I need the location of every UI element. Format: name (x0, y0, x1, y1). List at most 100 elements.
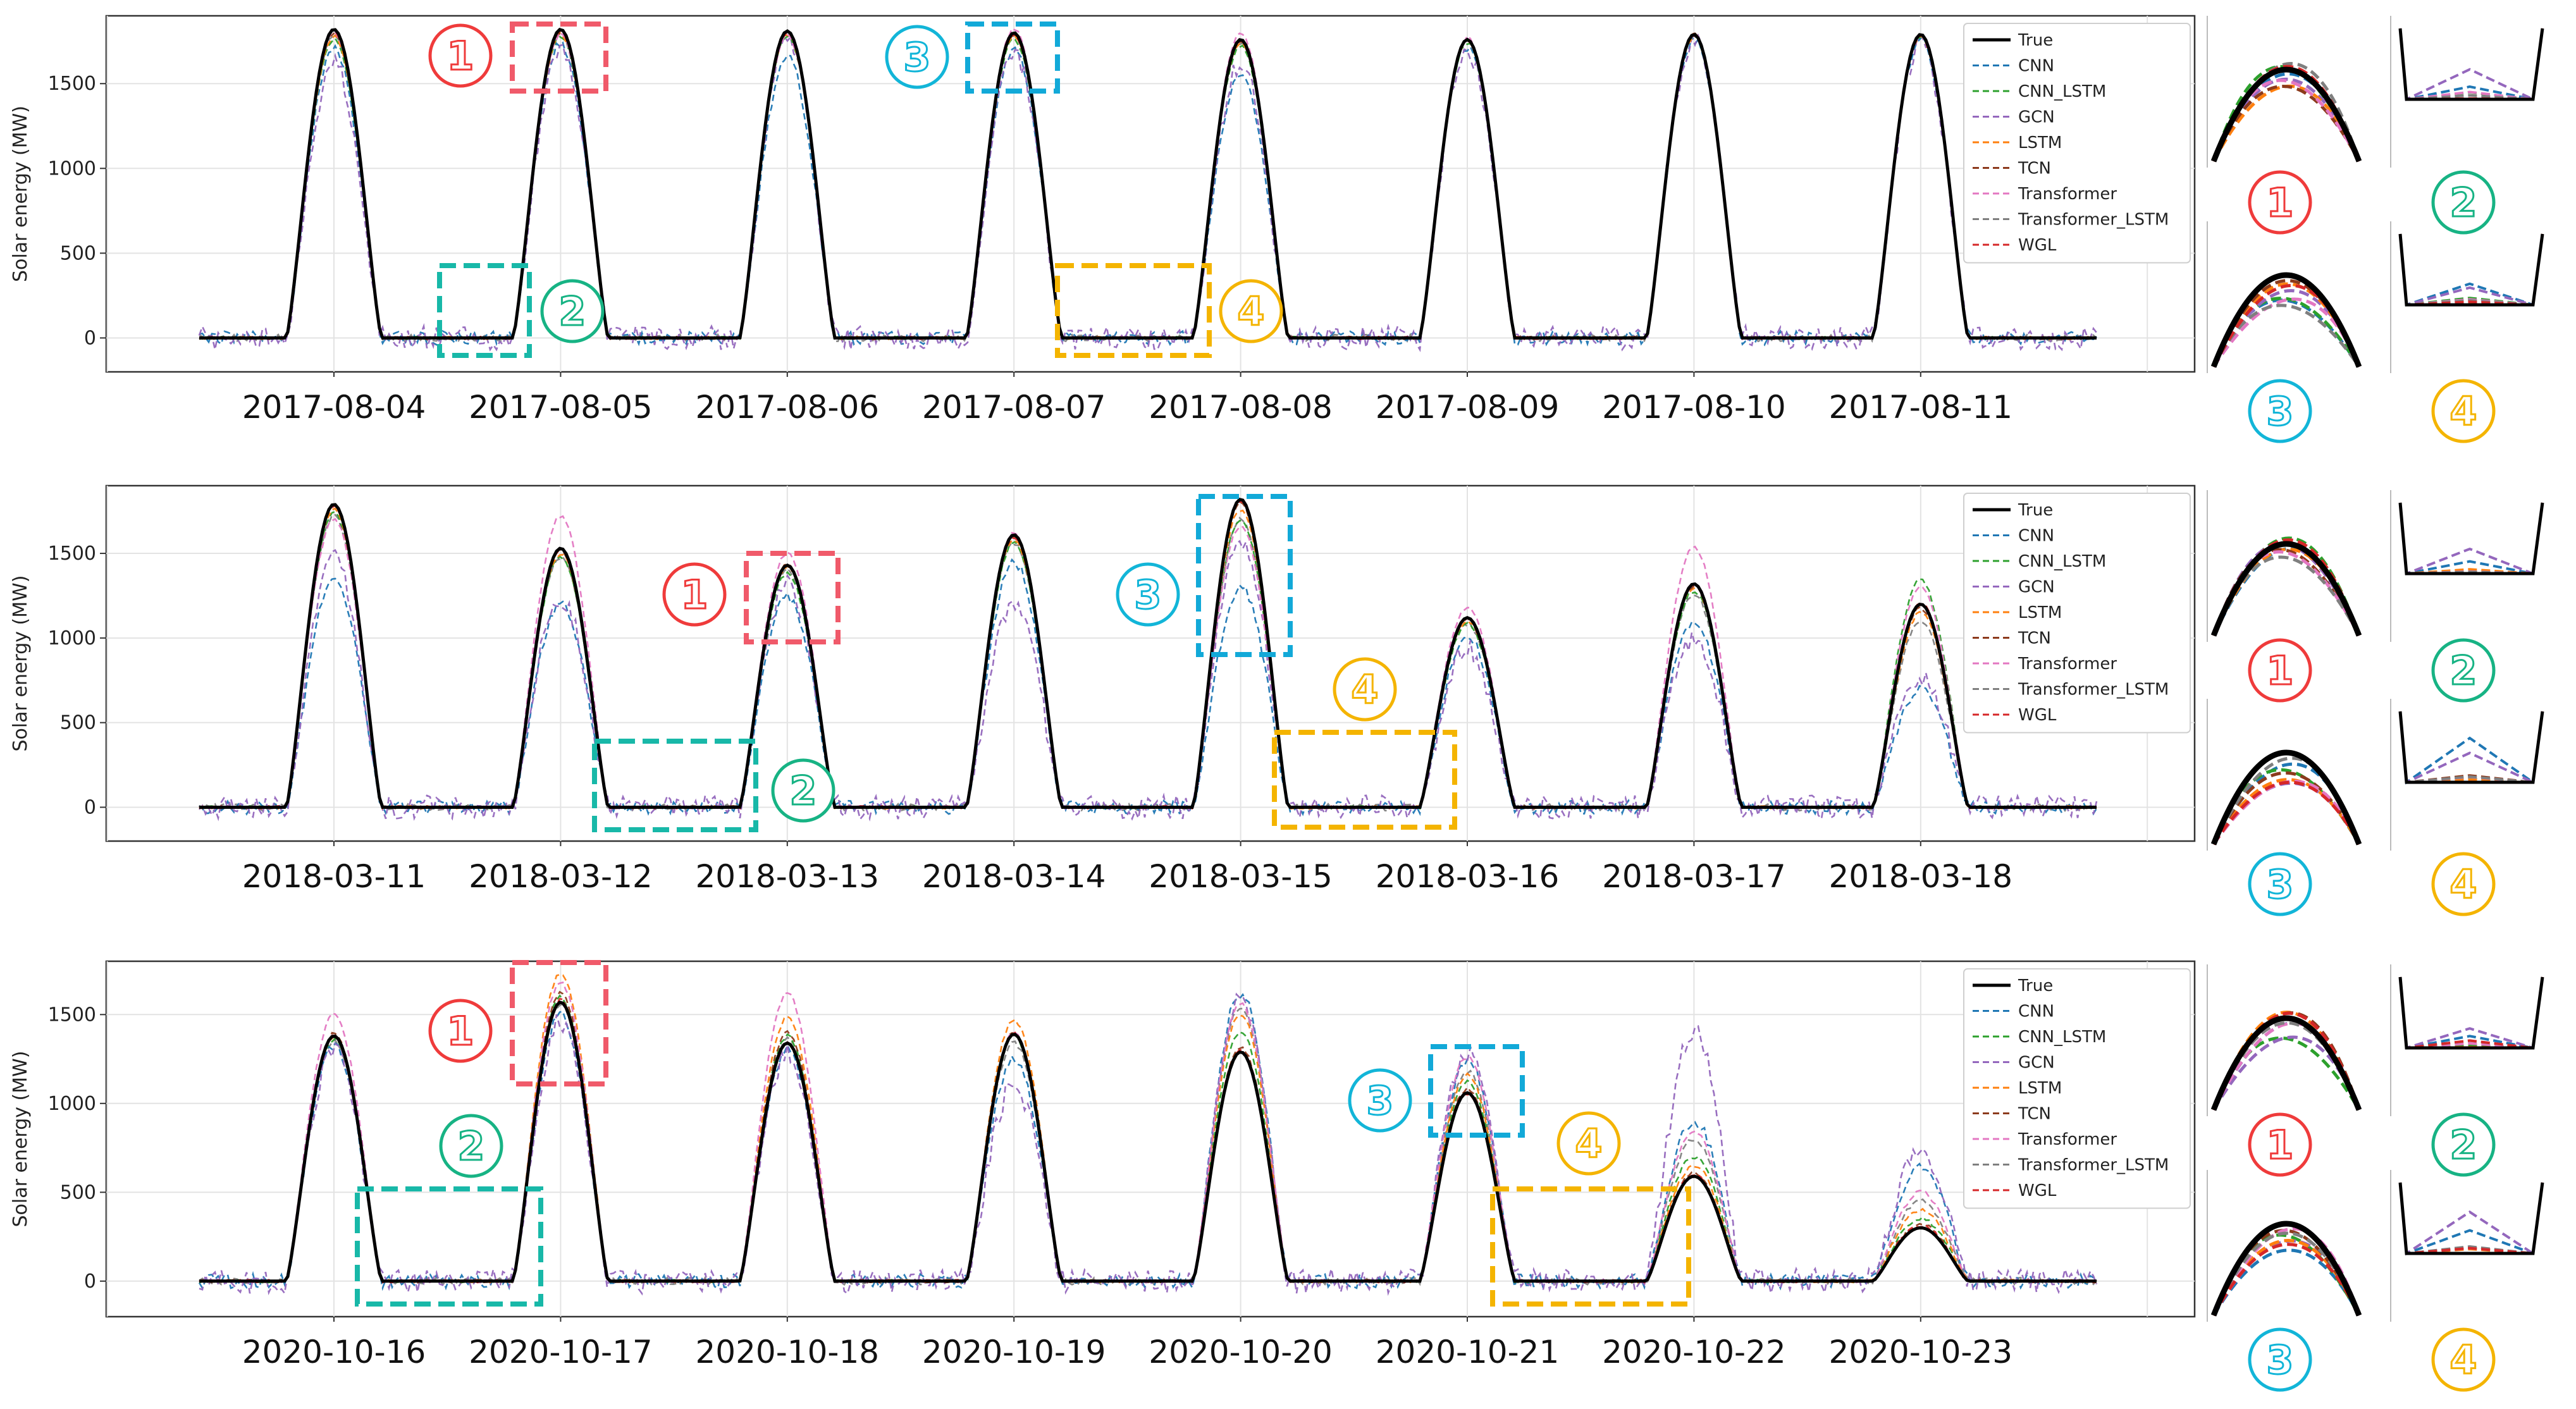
series-line-transformer-lstm (199, 1003, 2098, 1287)
x-date-label: 2017-08-04 (242, 389, 426, 426)
marker-number-3: 3 (1366, 1078, 1393, 1124)
inset-marker-number-4: 4 (2450, 861, 2477, 908)
marker-number-4: 4 (1575, 1121, 1602, 1167)
zoom-insets-1: 1 2 3 4 (2207, 16, 2544, 443)
highlight-box-4 (1055, 263, 1212, 358)
inset-line-tcn (2399, 233, 2544, 307)
series-line-tcn (199, 500, 2097, 810)
inset-marker-number-4: 4 (2450, 388, 2477, 434)
x-date-label: 2018-03-14 (922, 858, 1106, 895)
legend-label: CNN (2018, 57, 2054, 76)
inset-line-wgl (2212, 1243, 2361, 1317)
inset-line-wgl (2399, 1182, 2544, 1255)
inset-line-transformer (2212, 1227, 2361, 1317)
x-date-label: 2018-03-11 (242, 858, 426, 895)
marker-number-4: 4 (1237, 288, 1264, 335)
legend-label: CNN (2018, 1002, 2054, 1021)
legend-label: Transformer (2018, 1130, 2117, 1149)
y-tick-label: 500 (60, 242, 96, 264)
inset-marker-circle-1 (2248, 170, 2312, 235)
series-line-transformer-lstm (199, 32, 2097, 343)
highlight-box-1 (510, 960, 608, 1086)
marker-number-1: 1 (447, 33, 474, 79)
zoom-insets-3: 1 2 3 4 (2207, 964, 2544, 1392)
x-date-label: 2020-10-22 (1602, 1334, 1786, 1370)
inset-line-cnn (2399, 976, 2544, 1050)
inset-marker-circle-3 (2248, 379, 2312, 443)
inset-line-transformer (2212, 78, 2361, 163)
inset-line-true (2398, 1182, 2544, 1255)
inset-line-cnn-lstm (2212, 297, 2361, 368)
legend-label: True (2018, 31, 2053, 50)
marker-number-1: 1 (447, 1008, 474, 1054)
inset-line-true (2210, 1015, 2362, 1111)
series-line-cnn-lstm (199, 510, 2097, 810)
series-line-cnn-lstm (199, 35, 2097, 341)
inset-line-true (2210, 541, 2362, 637)
inset-2: 2 (2390, 16, 2544, 235)
y-axis-label: Solar energy (MW) (9, 575, 32, 751)
marker-circle-1 (662, 562, 727, 627)
x-date-label: 2017-08-05 (469, 389, 653, 426)
inset-line-lstm (2399, 1182, 2544, 1255)
y-tick-label: 0 (84, 1271, 96, 1293)
inset-line-true (2210, 66, 2362, 163)
inset-line-transformer (2399, 28, 2544, 101)
inset-marker-number-3: 3 (2266, 1337, 2293, 1383)
x-date-label: 2018-03-13 (696, 858, 880, 895)
inset-marker-number-1: 1 (2266, 648, 2293, 694)
zoom-insets-2: 1 2 3 4 (2207, 490, 2544, 916)
plot-frame (105, 960, 2196, 1318)
x-date-label: 2020-10-20 (1149, 1334, 1333, 1370)
highlight-box-4 (1272, 730, 1457, 830)
inset-1: 1 (2207, 16, 2362, 235)
inset-marker-circle-1 (2248, 638, 2312, 703)
x-date-label: 2017-08-08 (1149, 389, 1333, 426)
y-axis-label: Solar energy (MW) (9, 106, 32, 282)
legend-label: Transformer_LSTM (2018, 1156, 2169, 1175)
inset-line-transformer-lstm (2399, 1182, 2544, 1255)
series-line-true (199, 27, 2097, 340)
legend-label: CNN_LSTM (2018, 552, 2106, 571)
highlight-box-3 (965, 22, 1060, 94)
inset-line-gcn (2212, 289, 2361, 368)
marker-circle-2 (771, 758, 835, 823)
inset-line-wgl (2399, 28, 2544, 101)
inset-line-cnn (2399, 502, 2544, 575)
inset-line-gcn (2212, 1035, 2361, 1111)
inset-line-transformer-lstm (2399, 233, 2544, 307)
series-line-wgl (199, 501, 2097, 810)
grid (106, 16, 2195, 372)
legend-label: CNN_LSTM (2018, 82, 2106, 101)
legend-label: CNN_LSTM (2018, 1028, 2106, 1047)
inset-marker-circle-4 (2431, 1327, 2496, 1392)
inset-line-cnn-lstm (2212, 1037, 2361, 1111)
inset-line-cnn-lstm (2399, 233, 2544, 307)
highlight-box-2 (437, 263, 532, 358)
marker-number-3: 3 (903, 34, 930, 80)
subplot-1: 0 500 1000 1500 Solar energy (MW) 2017-08-04 2… (9, 15, 2196, 426)
inset-line-true (2398, 711, 2544, 784)
inset-line-transformer (2399, 233, 2544, 307)
inset-line-transformer (2212, 550, 2361, 637)
inset-marker-circle-4 (2431, 379, 2496, 443)
highlight-box-3 (1196, 494, 1293, 657)
inset-line-transformer-lstm (2399, 711, 2544, 784)
marker-number-2: 2 (789, 768, 817, 814)
y-tick-label: 500 (60, 712, 96, 734)
marker-number-2: 2 (558, 288, 586, 335)
inset-2: 2 (2390, 964, 2544, 1177)
legend: True CNN CNN_LSTM GCN LSTM TCN Transformer Tran… (1963, 23, 2191, 264)
inset-line-transformer (2399, 1182, 2544, 1255)
legend-label: LSTM (2018, 133, 2062, 152)
series-line-tcn (199, 30, 2097, 340)
legend-label: GCN (2018, 578, 2055, 597)
inset-line-gcn (2399, 28, 2544, 102)
inset-line-lstm (2399, 28, 2544, 101)
series-group (198, 973, 2098, 1296)
legend-label: Transformer (2018, 655, 2117, 674)
highlight-box-2 (355, 1186, 543, 1307)
inset-4: 4 (2390, 1170, 2544, 1392)
x-date-label: 2018-03-12 (469, 858, 653, 895)
x-date-label: 2020-10-16 (242, 1334, 426, 1370)
